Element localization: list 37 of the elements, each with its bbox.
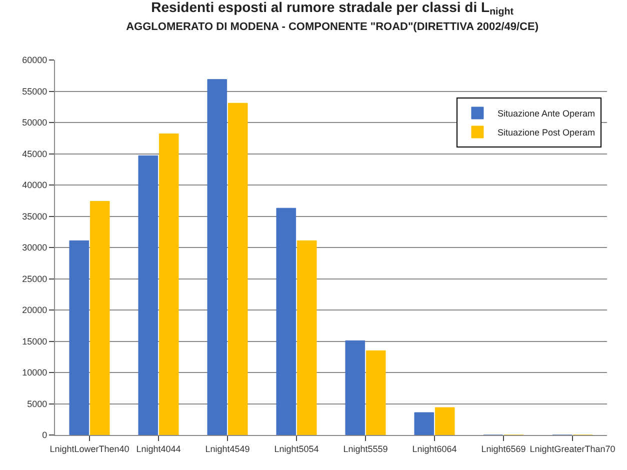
y-tick-label: 30000 <box>22 242 48 253</box>
x-tick-label: LnightLowerThen40 <box>50 444 130 454</box>
y-tick-label: 10000 <box>22 368 48 378</box>
y-tick-label: 50000 <box>22 118 48 128</box>
bar <box>366 350 386 435</box>
chart-subtitle: AGGLOMERATO DI MODENA - COMPONENTE "ROAD"(DIRETTIVA 2002/49/CE) <box>126 20 539 33</box>
legend-label: Situazione Ante Operam <box>497 108 596 119</box>
y-tick-label: 20000 <box>22 305 48 316</box>
bar <box>414 412 434 435</box>
bar <box>228 102 248 435</box>
bar <box>345 340 366 435</box>
bar <box>207 79 228 435</box>
y-tick-label: 25000 <box>22 274 48 284</box>
y-tick-label: 5000 <box>27 398 48 409</box>
bar <box>434 407 455 435</box>
x-tick-label: Lnight6569 <box>481 444 526 454</box>
y-tick-label: 0 <box>42 430 48 440</box>
bar <box>138 155 158 435</box>
chart-title: Residenti esposti al rumore stradale per classi di L$_{night}$ <box>151 0 514 18</box>
x-tick-label: Lnight6064 <box>412 444 457 454</box>
bar <box>69 240 90 435</box>
x-tick-label: Lnight5054 <box>274 444 319 454</box>
y-tick-label: 45000 <box>22 148 48 159</box>
bar <box>296 240 317 435</box>
bar <box>276 208 296 435</box>
y-tick-label: 35000 <box>22 211 48 222</box>
bar <box>90 201 110 435</box>
y-tick-label: 40000 <box>22 180 48 190</box>
x-tick-label: LnightGreaterThan70 <box>530 444 616 454</box>
x-tick-label: Lnight4044 <box>136 444 181 454</box>
y-tick-label: 60000 <box>22 55 48 66</box>
legend-label: Situazione Post Operam <box>497 128 596 138</box>
x-tick-label: Lnight4549 <box>205 444 250 454</box>
y-tick-label: 55000 <box>22 86 48 96</box>
bar <box>158 134 179 435</box>
x-tick-label: Lnight5559 <box>343 444 388 454</box>
y-tick-label: 15000 <box>22 336 48 346</box>
